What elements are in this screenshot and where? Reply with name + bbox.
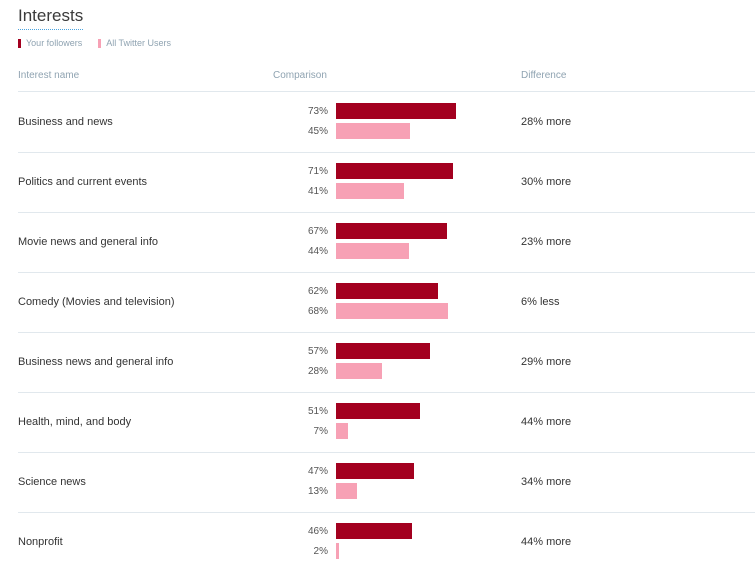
followers-bar	[336, 463, 414, 479]
followers-bar	[336, 403, 421, 419]
interest-name: Health, mind, and body	[18, 416, 132, 428]
legend-swatch-followers	[18, 38, 21, 48]
followers-bar	[336, 223, 447, 239]
followers-value-label: 51%	[307, 406, 328, 417]
followers-value-label: 67%	[307, 226, 328, 237]
all-users-value-label: 45%	[307, 126, 328, 137]
legend: Your followers All Twitter Users	[18, 38, 171, 48]
interest-name: Nonprofit	[18, 536, 63, 548]
all-users-bar	[336, 123, 411, 139]
legend-swatch-all-users	[98, 38, 102, 48]
table-row: Business and news 73% 45% 28% more	[18, 92, 755, 153]
column-header-difference: Difference	[521, 70, 567, 81]
table-row: Health, mind, and body 51% 7% 44% more	[18, 392, 755, 453]
table-row: Comedy (Movies and television) 62% 68% 6% l…	[18, 272, 755, 333]
table-row: Politics and current events 71% 41% 30% mor…	[18, 152, 755, 213]
header-divider	[18, 91, 755, 92]
difference-value: 44% more	[521, 416, 572, 428]
all-users-value-label: 28%	[307, 366, 328, 377]
followers-value-label: 57%	[307, 346, 328, 357]
followers-value-label: 47%	[307, 466, 328, 477]
followers-value-label: 62%	[307, 286, 328, 297]
followers-value-label: 71%	[307, 166, 328, 177]
interest-name: Business and news	[18, 116, 113, 128]
legend-label-followers: Your followers	[26, 38, 83, 48]
interest-name: Politics and current events	[18, 176, 148, 188]
all-users-bar	[336, 363, 383, 379]
table-row: Business news and general info 57% 28% 29% …	[18, 332, 755, 393]
followers-bar	[336, 163, 454, 179]
legend-item-all-users: All Twitter Users	[98, 38, 171, 48]
all-users-bar	[336, 243, 409, 259]
column-header-comparison: Comparison	[273, 70, 327, 81]
table-row: Movie news and general info 67% 44% 23% mor…	[18, 212, 755, 273]
interest-name: Business news and general info	[18, 356, 174, 368]
all-users-value-label: 44%	[307, 246, 328, 257]
all-users-bar	[336, 543, 340, 559]
all-users-bar	[336, 483, 358, 499]
interest-name: Comedy (Movies and television)	[18, 296, 175, 308]
followers-bar	[336, 523, 412, 539]
legend-label-all-users: All Twitter Users	[106, 38, 172, 48]
difference-value: 29% more	[521, 356, 572, 368]
all-users-value-label: 7%	[313, 426, 328, 437]
followers-value-label: 46%	[307, 526, 328, 537]
legend-item-followers: Your followers	[18, 38, 82, 48]
interest-name: Science news	[18, 476, 86, 488]
difference-value: 6% less	[521, 296, 560, 308]
difference-value: 23% more	[521, 236, 572, 248]
all-users-bar	[336, 183, 404, 199]
followers-bar	[336, 103, 457, 119]
followers-bar	[336, 343, 431, 359]
all-users-value-label: 41%	[307, 186, 328, 197]
table-row: Nonprofit 46% 2% 44% more	[18, 512, 755, 572]
difference-value: 30% more	[521, 176, 572, 188]
table-row: Science news 47% 13% 34% more	[18, 452, 755, 513]
all-users-bar	[336, 303, 449, 319]
difference-value: 44% more	[521, 536, 572, 548]
column-header-name: Interest name	[18, 70, 80, 81]
all-users-value-label: 2%	[313, 546, 328, 557]
all-users-bar	[336, 423, 348, 439]
interest-name: Movie news and general info	[18, 236, 159, 248]
all-users-value-label: 68%	[307, 306, 328, 317]
all-users-value-label: 13%	[307, 486, 328, 497]
difference-value: 28% more	[521, 116, 572, 128]
difference-value: 34% more	[521, 476, 572, 488]
chart-title: Interests	[18, 6, 84, 30]
followers-value-label: 73%	[307, 106, 328, 117]
followers-bar	[336, 283, 439, 299]
